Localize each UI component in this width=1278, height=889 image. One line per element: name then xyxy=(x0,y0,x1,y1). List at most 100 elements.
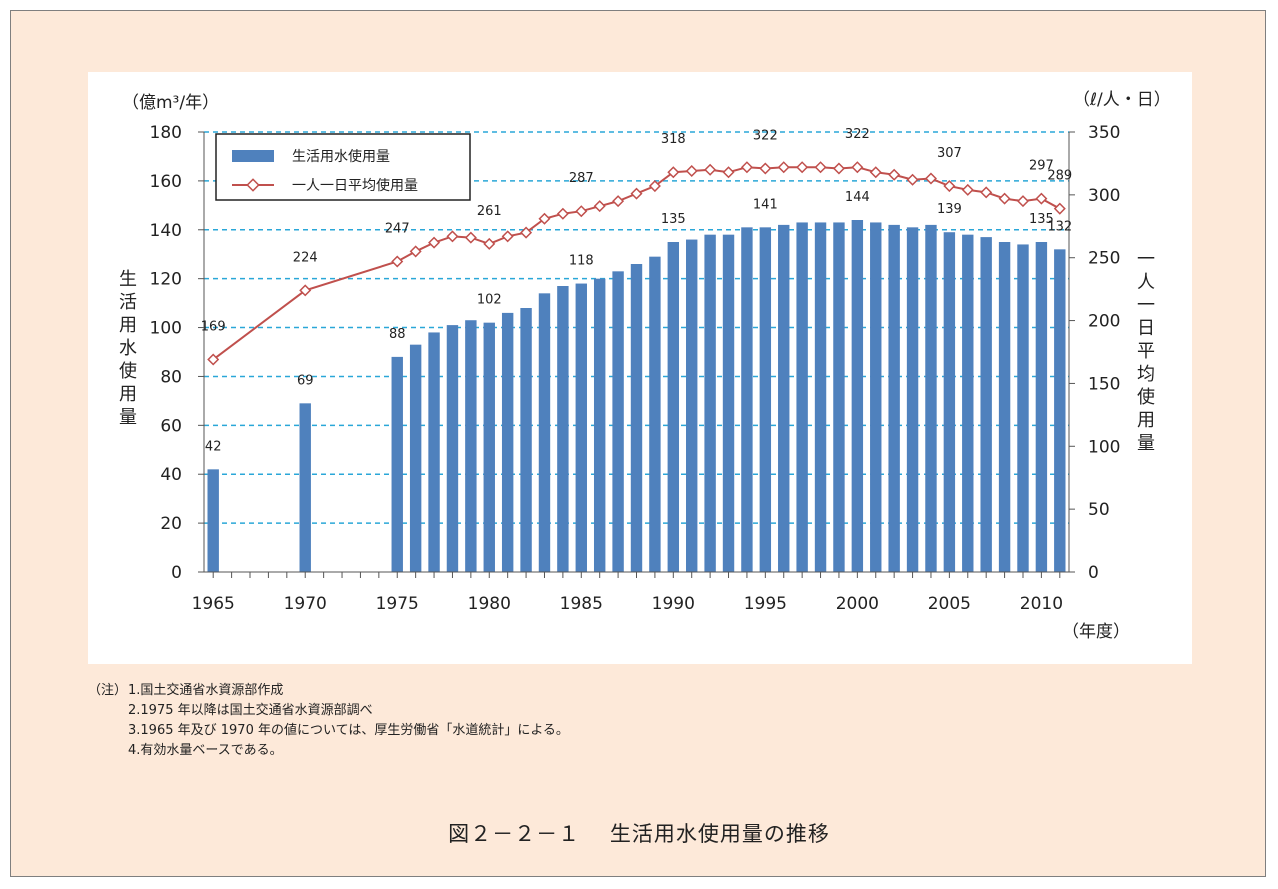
x-tick-label: 1995 xyxy=(744,594,787,614)
bar xyxy=(704,234,716,572)
y-left-tick-label: 180 xyxy=(150,123,182,143)
y-left-tick-label: 120 xyxy=(150,270,182,290)
y-left-unit: （億m³/年） xyxy=(122,93,219,113)
bar-value-label: 139 xyxy=(937,202,962,217)
line-value-label: 247 xyxy=(385,221,410,236)
y-right-tick-label: 150 xyxy=(1088,374,1120,394)
line-value-label: 224 xyxy=(293,250,318,265)
line-point xyxy=(998,192,1011,205)
y-left-tick-label: 140 xyxy=(150,221,182,241)
bar xyxy=(428,332,440,572)
notes-prefix: （注） xyxy=(88,683,128,698)
x-tick-label: 1975 xyxy=(376,594,419,614)
line-value-label: 322 xyxy=(845,127,870,142)
line-value-label: 318 xyxy=(661,132,686,147)
line-point xyxy=(814,161,827,174)
line-point xyxy=(980,186,993,199)
x-tick-label: 1990 xyxy=(652,594,695,614)
y-right-tick-label: 300 xyxy=(1088,186,1120,206)
bar xyxy=(575,283,587,572)
line-point xyxy=(906,173,919,186)
y-left-axis-title-char: 量 xyxy=(119,407,137,428)
line-point xyxy=(409,245,422,258)
bar xyxy=(612,271,624,572)
y-left-tick-label: 60 xyxy=(160,416,182,436)
bar xyxy=(925,224,937,572)
y-left-axis-title-char: 水 xyxy=(119,338,137,359)
y-right-tick-label: 350 xyxy=(1088,123,1120,143)
line-value-label: 287 xyxy=(569,171,594,186)
note-item: 4.有効水量ベースである。 xyxy=(128,743,283,758)
bar xyxy=(593,278,606,572)
x-tick-label: 2010 xyxy=(1020,594,1063,614)
bar xyxy=(538,293,551,572)
y-left-axis-title: 生活用水使用量 xyxy=(119,269,137,428)
chart-panel: 42 69 88 102 118 135 141 144 139 135 132 169 224 247 2… xyxy=(88,72,1192,664)
line-point xyxy=(391,255,404,268)
y-left-axis-title-char: 活 xyxy=(119,292,137,313)
line-point xyxy=(704,163,717,176)
line-point xyxy=(207,353,220,366)
line-point xyxy=(593,200,606,213)
bar-value-label: 135 xyxy=(1029,212,1054,227)
line-point xyxy=(520,226,533,239)
y-right-tick-label: 100 xyxy=(1088,437,1120,457)
line-point xyxy=(796,161,809,174)
bar-value-label: 118 xyxy=(569,254,594,269)
bar xyxy=(851,220,864,572)
line-point xyxy=(538,212,551,225)
y-right-axis-title-char: 用 xyxy=(1137,410,1155,431)
y-right-tick-label: 50 xyxy=(1088,500,1110,520)
bar xyxy=(998,242,1011,572)
line-value-label: 297 xyxy=(1029,159,1054,174)
line-point xyxy=(1016,195,1029,208)
line-point xyxy=(851,161,864,174)
line-point xyxy=(869,166,882,179)
bar xyxy=(1017,244,1029,572)
y-right-axis-title-char: 平 xyxy=(1137,341,1155,362)
y-left-tick-label: 160 xyxy=(150,172,182,192)
bar xyxy=(722,234,735,572)
line-point xyxy=(777,161,790,174)
bar xyxy=(409,344,422,572)
bar xyxy=(649,256,661,572)
line-point xyxy=(832,162,845,175)
line-value-label: 169 xyxy=(201,320,226,335)
y-right-axis-title-char: 人 xyxy=(1137,272,1155,293)
bar xyxy=(1054,249,1066,573)
bar xyxy=(391,356,403,572)
bar xyxy=(888,224,900,572)
bar xyxy=(686,239,698,573)
line-point xyxy=(722,166,735,179)
line-point xyxy=(943,180,956,193)
line-point xyxy=(759,162,772,175)
y-right-axis-title-char: 均 xyxy=(1137,364,1155,385)
bar xyxy=(778,224,790,572)
bar-value-label: 144 xyxy=(845,190,870,205)
legend-line-label: 一人一日平均使用量 xyxy=(292,177,418,194)
line-point xyxy=(612,195,625,208)
bar-value-label: 135 xyxy=(661,212,686,227)
line-point xyxy=(740,161,753,174)
note-item: 3.1965 年及び 1970 年の値については、厚生労働省「水道統計」による。 xyxy=(128,723,569,738)
bar xyxy=(465,320,477,572)
y-right-axis-title-char: 一 xyxy=(1137,249,1155,270)
bar-value-label: 88 xyxy=(389,327,406,342)
y-left-axis-title-char: 使 xyxy=(119,361,137,382)
legend-bar-label: 生活用水使用量 xyxy=(292,148,390,165)
line-value-label: 322 xyxy=(753,128,778,143)
x-tick-label: 2000 xyxy=(836,594,879,614)
y-left-tick-label: 80 xyxy=(160,367,182,387)
bar-value-label: 69 xyxy=(297,373,314,388)
y-left-tick-label: 40 xyxy=(160,465,182,485)
line-point xyxy=(630,187,643,200)
bar xyxy=(980,237,992,572)
x-tick-label: 2005 xyxy=(928,594,971,614)
line-point xyxy=(299,284,312,297)
y-left-axis-title-char: 用 xyxy=(119,384,137,405)
bar-value-label: 102 xyxy=(477,293,502,308)
y-right-axis-title-char: 一 xyxy=(1137,295,1155,316)
line-point xyxy=(648,180,661,193)
y-left-tick-label: 0 xyxy=(171,563,182,583)
line-value-label: 261 xyxy=(477,204,502,219)
